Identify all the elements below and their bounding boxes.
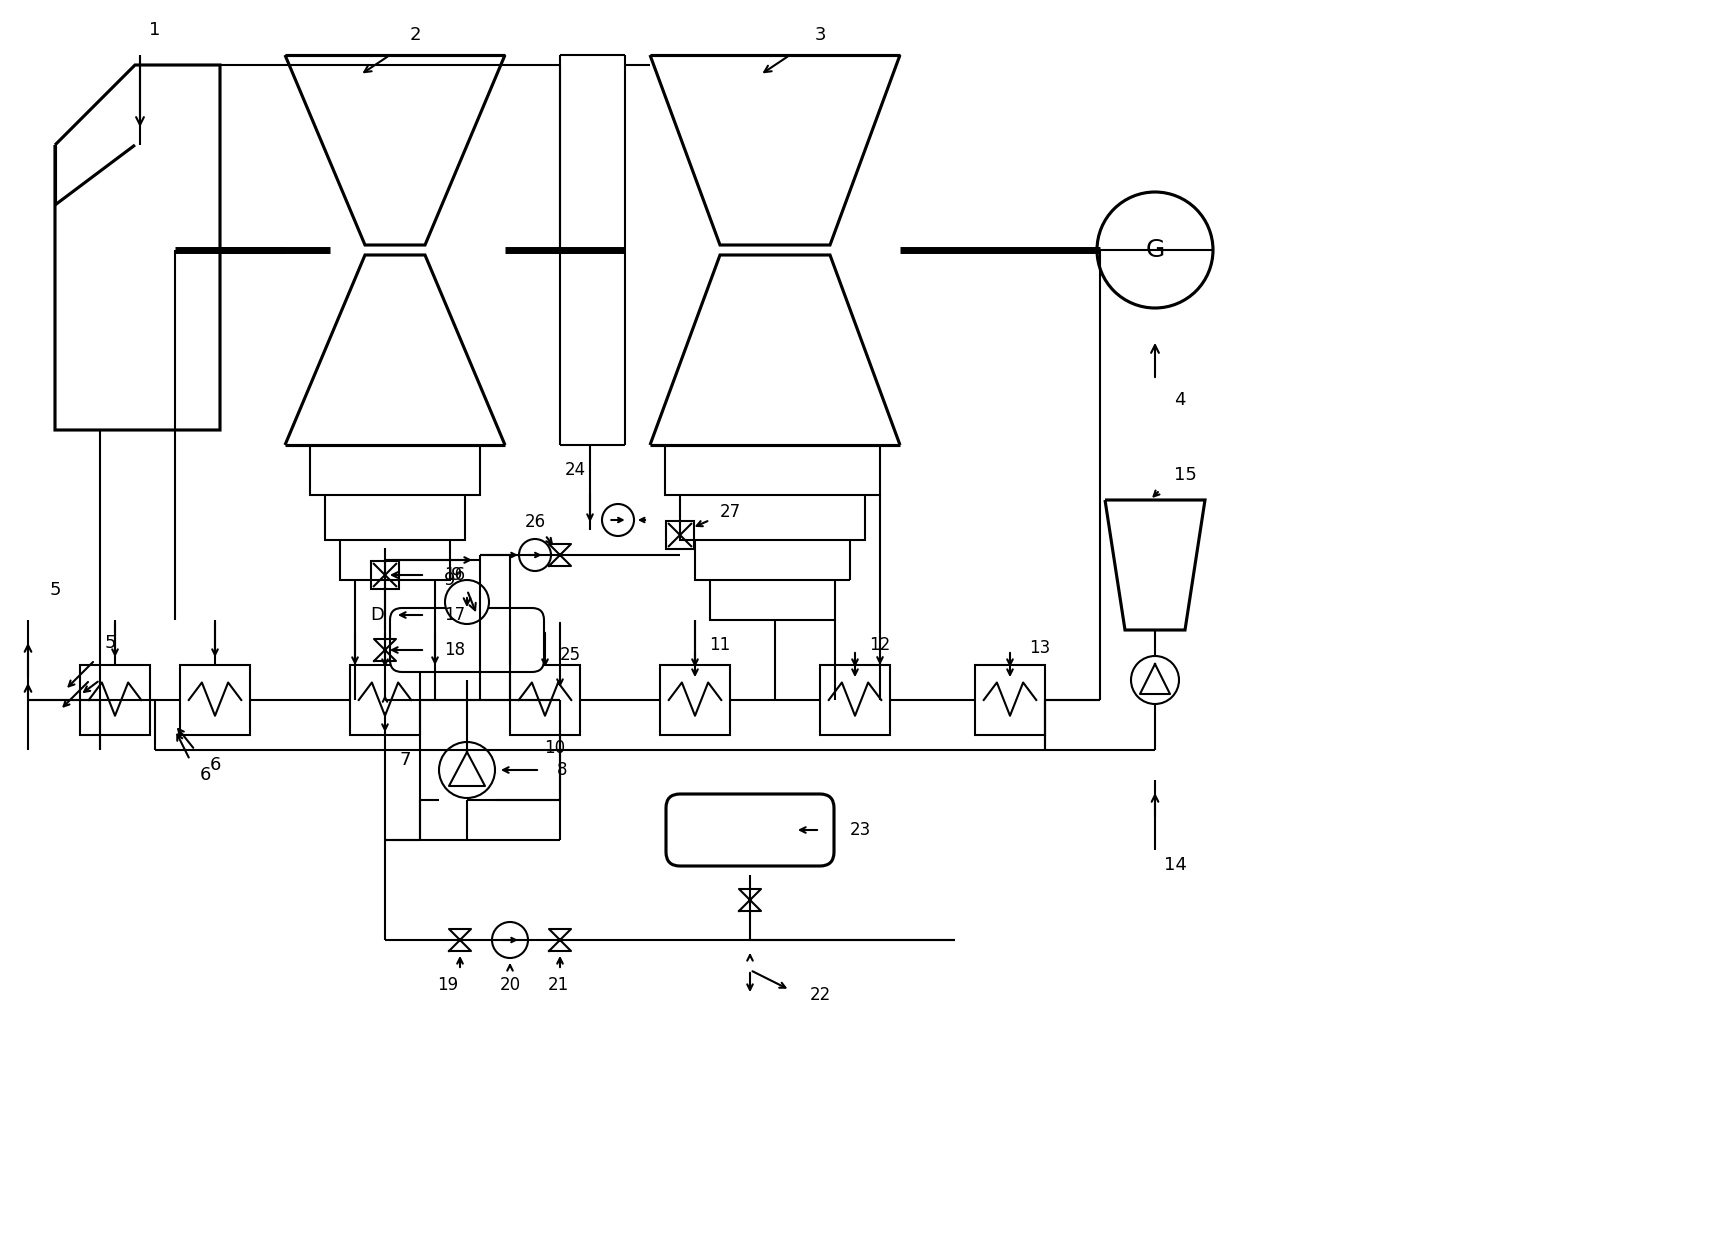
Text: 17: 17 [444, 606, 466, 624]
Text: 1: 1 [150, 21, 161, 39]
Circle shape [520, 539, 551, 571]
Bar [180, 665, 250, 735]
Bar [371, 561, 399, 589]
Bar [79, 665, 150, 735]
FancyBboxPatch shape [390, 608, 544, 672]
Circle shape [1131, 656, 1179, 703]
Text: 11: 11 [709, 636, 730, 655]
Text: 9: 9 [450, 566, 463, 584]
Text: 6: 6 [198, 766, 211, 784]
Text: 26: 26 [525, 513, 545, 530]
Text: 5: 5 [104, 635, 116, 652]
Text: 3: 3 [815, 26, 825, 44]
Text: 19: 19 [437, 976, 459, 994]
Text: D: D [369, 606, 383, 624]
Text: 2: 2 [409, 26, 421, 44]
Text: 13: 13 [1029, 640, 1051, 657]
Text: 9: 9 [444, 571, 456, 589]
Bar [509, 665, 580, 735]
Text: 21: 21 [547, 976, 568, 994]
Circle shape [602, 504, 633, 535]
Text: 23: 23 [849, 821, 870, 839]
Text: 8: 8 [557, 761, 568, 779]
Bar [820, 665, 891, 735]
Text: 24: 24 [564, 461, 585, 479]
Text: 5: 5 [50, 581, 60, 599]
Bar [659, 665, 730, 735]
Text: 18: 18 [444, 641, 466, 660]
Text: 12: 12 [870, 636, 891, 655]
Bar [350, 665, 419, 735]
Text: 14: 14 [1163, 856, 1186, 874]
Text: 22: 22 [809, 986, 830, 1004]
Text: 27: 27 [720, 503, 740, 520]
Text: 25: 25 [559, 646, 580, 665]
Text: 7: 7 [399, 751, 411, 769]
Text: G: G [1146, 238, 1165, 262]
Text: 20: 20 [499, 976, 521, 994]
Text: 4: 4 [1174, 391, 1186, 409]
Circle shape [1098, 192, 1213, 308]
Text: 15: 15 [1174, 466, 1196, 484]
Circle shape [492, 922, 528, 958]
Circle shape [438, 742, 495, 798]
Bar [666, 520, 694, 549]
Text: 6: 6 [209, 756, 221, 774]
Text: 16: 16 [444, 566, 466, 584]
FancyBboxPatch shape [666, 794, 834, 867]
Circle shape [445, 581, 488, 624]
Bar [975, 665, 1044, 735]
Text: 10: 10 [544, 739, 566, 757]
